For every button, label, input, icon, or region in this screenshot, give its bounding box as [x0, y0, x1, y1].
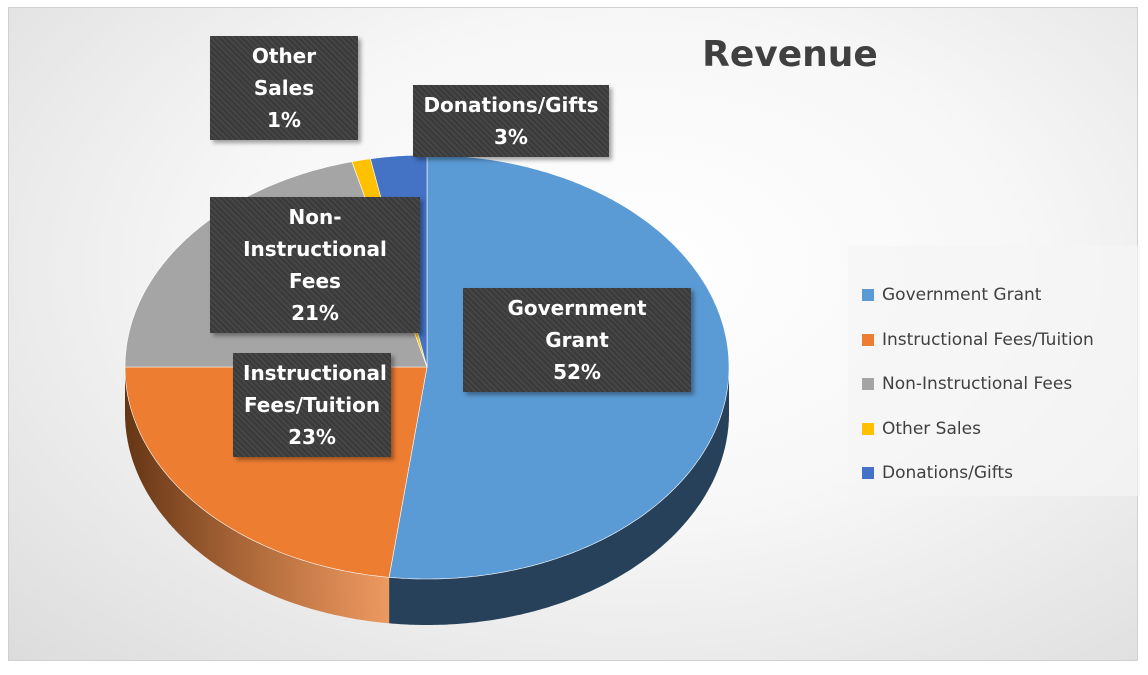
data-label-category: Government Grant — [507, 296, 647, 352]
data-label-value: 1% — [267, 108, 301, 132]
data-label: Government Grant 52% — [463, 288, 691, 392]
legend-item: Donations/Gifts — [862, 461, 1013, 485]
data-label: Instructional Fees/Tuition 23% — [233, 353, 391, 457]
legend-swatch — [862, 422, 874, 435]
slice-side — [125, 367, 390, 624]
data-label-value: 3% — [494, 125, 528, 149]
chart-title: Revenue — [702, 34, 878, 75]
legend-swatch — [862, 289, 874, 301]
legend-label: Government Grant — [882, 285, 1042, 305]
data-label: Donations/Gifts 3% — [413, 85, 609, 157]
slice-side — [389, 367, 729, 625]
legend-swatch — [862, 378, 874, 390]
data-label: Non-Instructional Fees 21% — [210, 197, 420, 333]
data-label-category: Donations/Gifts — [423, 93, 599, 117]
legend-label: Donations/Gifts — [882, 463, 1013, 483]
data-label: Other Sales 1% — [210, 36, 358, 140]
legend-item: Other Sales — [862, 417, 981, 441]
legend: Government Grant Instructional Fees/Tuiti… — [848, 246, 1140, 496]
data-label-value: 23% — [288, 425, 336, 449]
legend-swatch — [862, 333, 874, 346]
data-label-value: 52% — [553, 360, 601, 384]
legend-item: Instructional Fees/Tuition — [862, 328, 1094, 352]
data-label-value: 21% — [291, 301, 339, 325]
legend-item: Non-Instructional Fees — [862, 372, 1072, 396]
legend-label: Non-Instructional Fees — [882, 374, 1073, 394]
data-label-category: Other Sales — [251, 44, 317, 100]
legend-swatch — [862, 467, 874, 479]
legend-label: Other Sales — [882, 418, 981, 439]
legend-item: Government Grant — [862, 283, 1041, 307]
data-label-category: Instructional Fees/Tuition — [243, 361, 387, 417]
data-label-category: Non-Instructional Fees — [243, 205, 387, 293]
legend-label: Instructional Fees/Tuition — [882, 329, 1094, 350]
pie-sides — [125, 367, 729, 625]
